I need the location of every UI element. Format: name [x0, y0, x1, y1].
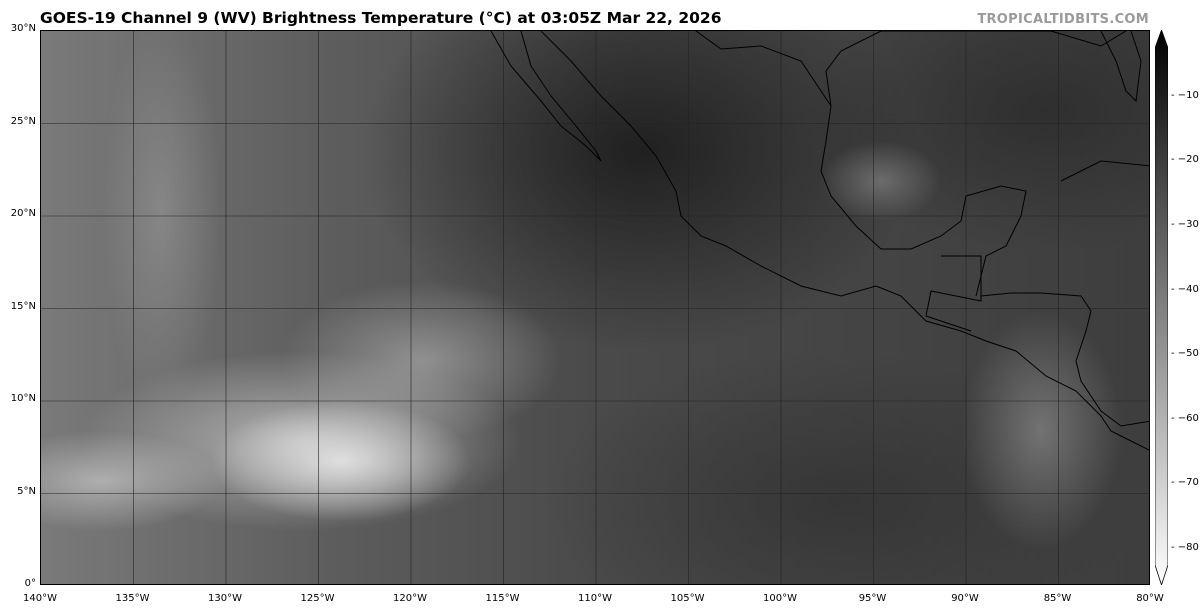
gulf-mexico-west-coast: [820, 105, 1027, 297]
honduras-coast: [980, 292, 1149, 427]
colorbar: [1155, 30, 1168, 585]
longitude-tick-label: 140°W: [23, 593, 57, 604]
colorbar-scale: [1155, 30, 1168, 585]
gridlines: [41, 31, 1149, 584]
baja-coastline: [490, 31, 602, 162]
longitude-tick-label: 115°W: [485, 593, 520, 604]
gulf-coastline: [695, 31, 1127, 107]
colorbar-tick-label: - −50: [1171, 348, 1199, 360]
latitude-tick-label: 15°N: [10, 300, 36, 312]
colorbar-tick-label: - −70: [1171, 477, 1199, 489]
longitude-tick-label: 110°W: [578, 593, 612, 604]
longitude-tick-label: 80°W: [1136, 593, 1164, 604]
florida-coastline: [1100, 31, 1142, 103]
longitude-tick-label: 125°W: [300, 593, 335, 604]
longitude-tick-label: 90°W: [951, 593, 979, 604]
colorbar-tick-label: - −30: [1171, 218, 1199, 230]
longitude-tick-label: 135°W: [115, 593, 150, 604]
colorbar-tick-label: - −60: [1171, 412, 1199, 424]
map-overlay: [41, 31, 1149, 584]
colorbar-tick-label: - −40: [1171, 283, 1199, 295]
longitude-tick-label: 120°W: [393, 593, 427, 604]
colorbar-tick-label: - −20: [1171, 154, 1199, 166]
satellite-map: [40, 30, 1150, 585]
watermark: TROPICALTIDBITS.COM: [977, 12, 1149, 27]
longitude-tick-label: 85°W: [1043, 593, 1072, 604]
yucatan-belize: [925, 255, 982, 332]
colorbar-tick-label: - −80: [1171, 542, 1199, 554]
latitude-tick-label: 0°: [24, 578, 36, 589]
longitude-tick-label: 95°W: [858, 593, 887, 604]
longitude-tick-label: 105°W: [670, 593, 705, 604]
latitude-tick-label: 5°N: [17, 485, 36, 497]
cuba-coastline: [1060, 160, 1149, 182]
longitude-tick-label: 100°W: [763, 593, 797, 604]
map-title: GOES-19 Channel 9 (WV) Brightness Temper…: [40, 9, 722, 27]
latitude-tick-label: 20°N: [10, 208, 36, 219]
mexico-pacific-coastline: [540, 31, 1149, 451]
latitude-tick-label: 10°N: [10, 393, 36, 404]
latitude-tick-label: 25°N: [10, 115, 36, 127]
coastlines: [490, 31, 1149, 451]
latitude-tick-label: 30°N: [10, 23, 36, 34]
colorbar-tick-label: - −10: [1171, 89, 1199, 101]
longitude-tick-label: 130°W: [208, 593, 242, 604]
